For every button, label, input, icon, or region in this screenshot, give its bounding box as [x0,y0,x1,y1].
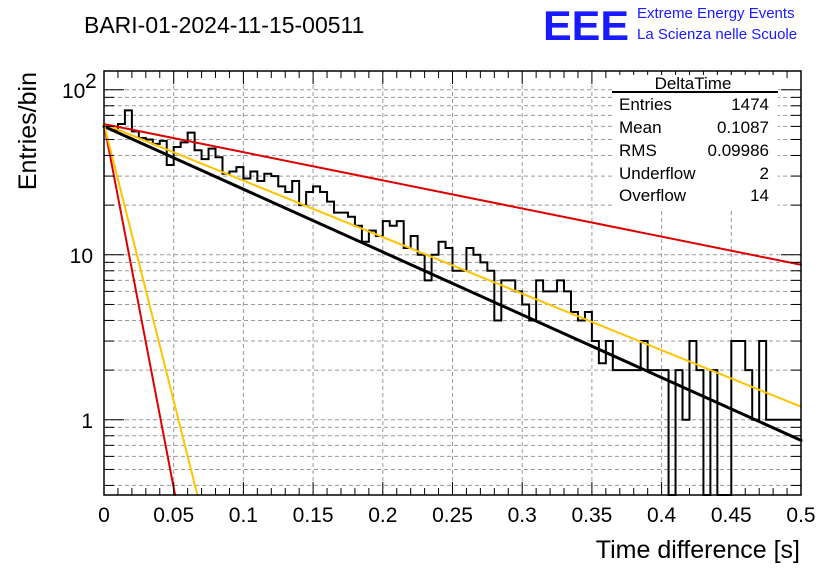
stats-title: DeltaTime [655,74,732,93]
yellow-fit-slow [103,123,802,408]
stats-label-mean: Mean [619,118,662,137]
stats-value-entries: 1474 [731,95,769,114]
axis-ticks [103,71,802,495]
y-axis-label: Entries/bin [14,72,42,190]
y-tick-exponent: 2 [85,70,97,93]
y-tick-label: 1 [81,410,93,433]
x-tick-label: 0.4 [647,504,677,527]
stats-value-mean: 0.1087 [717,118,769,137]
x-tick-label: 0.35 [571,504,612,527]
chart-title: BARI-01-2024-11-15-00511 [84,12,364,38]
black-fit [102,124,803,442]
logo-line-2: La Scienza nelle Scuole [637,26,797,43]
eee-logo: EEE Extreme Energy Events La Scienza nel… [543,2,797,49]
x-axis-label: Time difference [s] [596,536,800,564]
stats-value-rms: 0.09986 [708,141,769,160]
stats-label-entries: Entries [619,95,672,114]
fit-curves [102,123,803,496]
y-tick-label: 10 [70,245,93,268]
x-tick-label: 0.5 [786,504,815,527]
stats-box-background [612,75,778,210]
x-tick-labels: 0 0.05 0.1 0.15 0.2 0.25 0.3 0.35 0.4 0.45 0.5 [98,504,815,527]
logo-line-1: Extreme Energy Events [637,5,795,22]
x-tick-label: 0.25 [432,504,473,527]
x-tick-label: 0.2 [368,504,397,527]
stats-label-overflow: Overflow [619,186,687,205]
stats-value-underflow: 2 [760,164,769,183]
stats-label-underflow: Underflow [619,164,696,183]
stats-label-rms: RMS [619,141,657,160]
y-tick-label: 10 [62,80,85,103]
stats-value-overflow: 14 [750,186,769,205]
x-tick-label: 0.45 [711,504,752,527]
x-tick-label: 0.1 [229,504,258,527]
stats-box: DeltaTime Entries 1474 Mean 0.1087 RMS 0… [612,74,778,210]
red-fit-slow [103,123,802,266]
x-tick-label: 0.05 [153,504,194,527]
x-tick-label: 0 [98,504,110,527]
red-fit-fast [103,123,177,496]
yellow-fit-fast [103,123,199,496]
x-tick-label: 0.15 [293,504,334,527]
x-tick-label: 0.3 [508,504,537,527]
logo-mark: EEE [543,2,629,49]
